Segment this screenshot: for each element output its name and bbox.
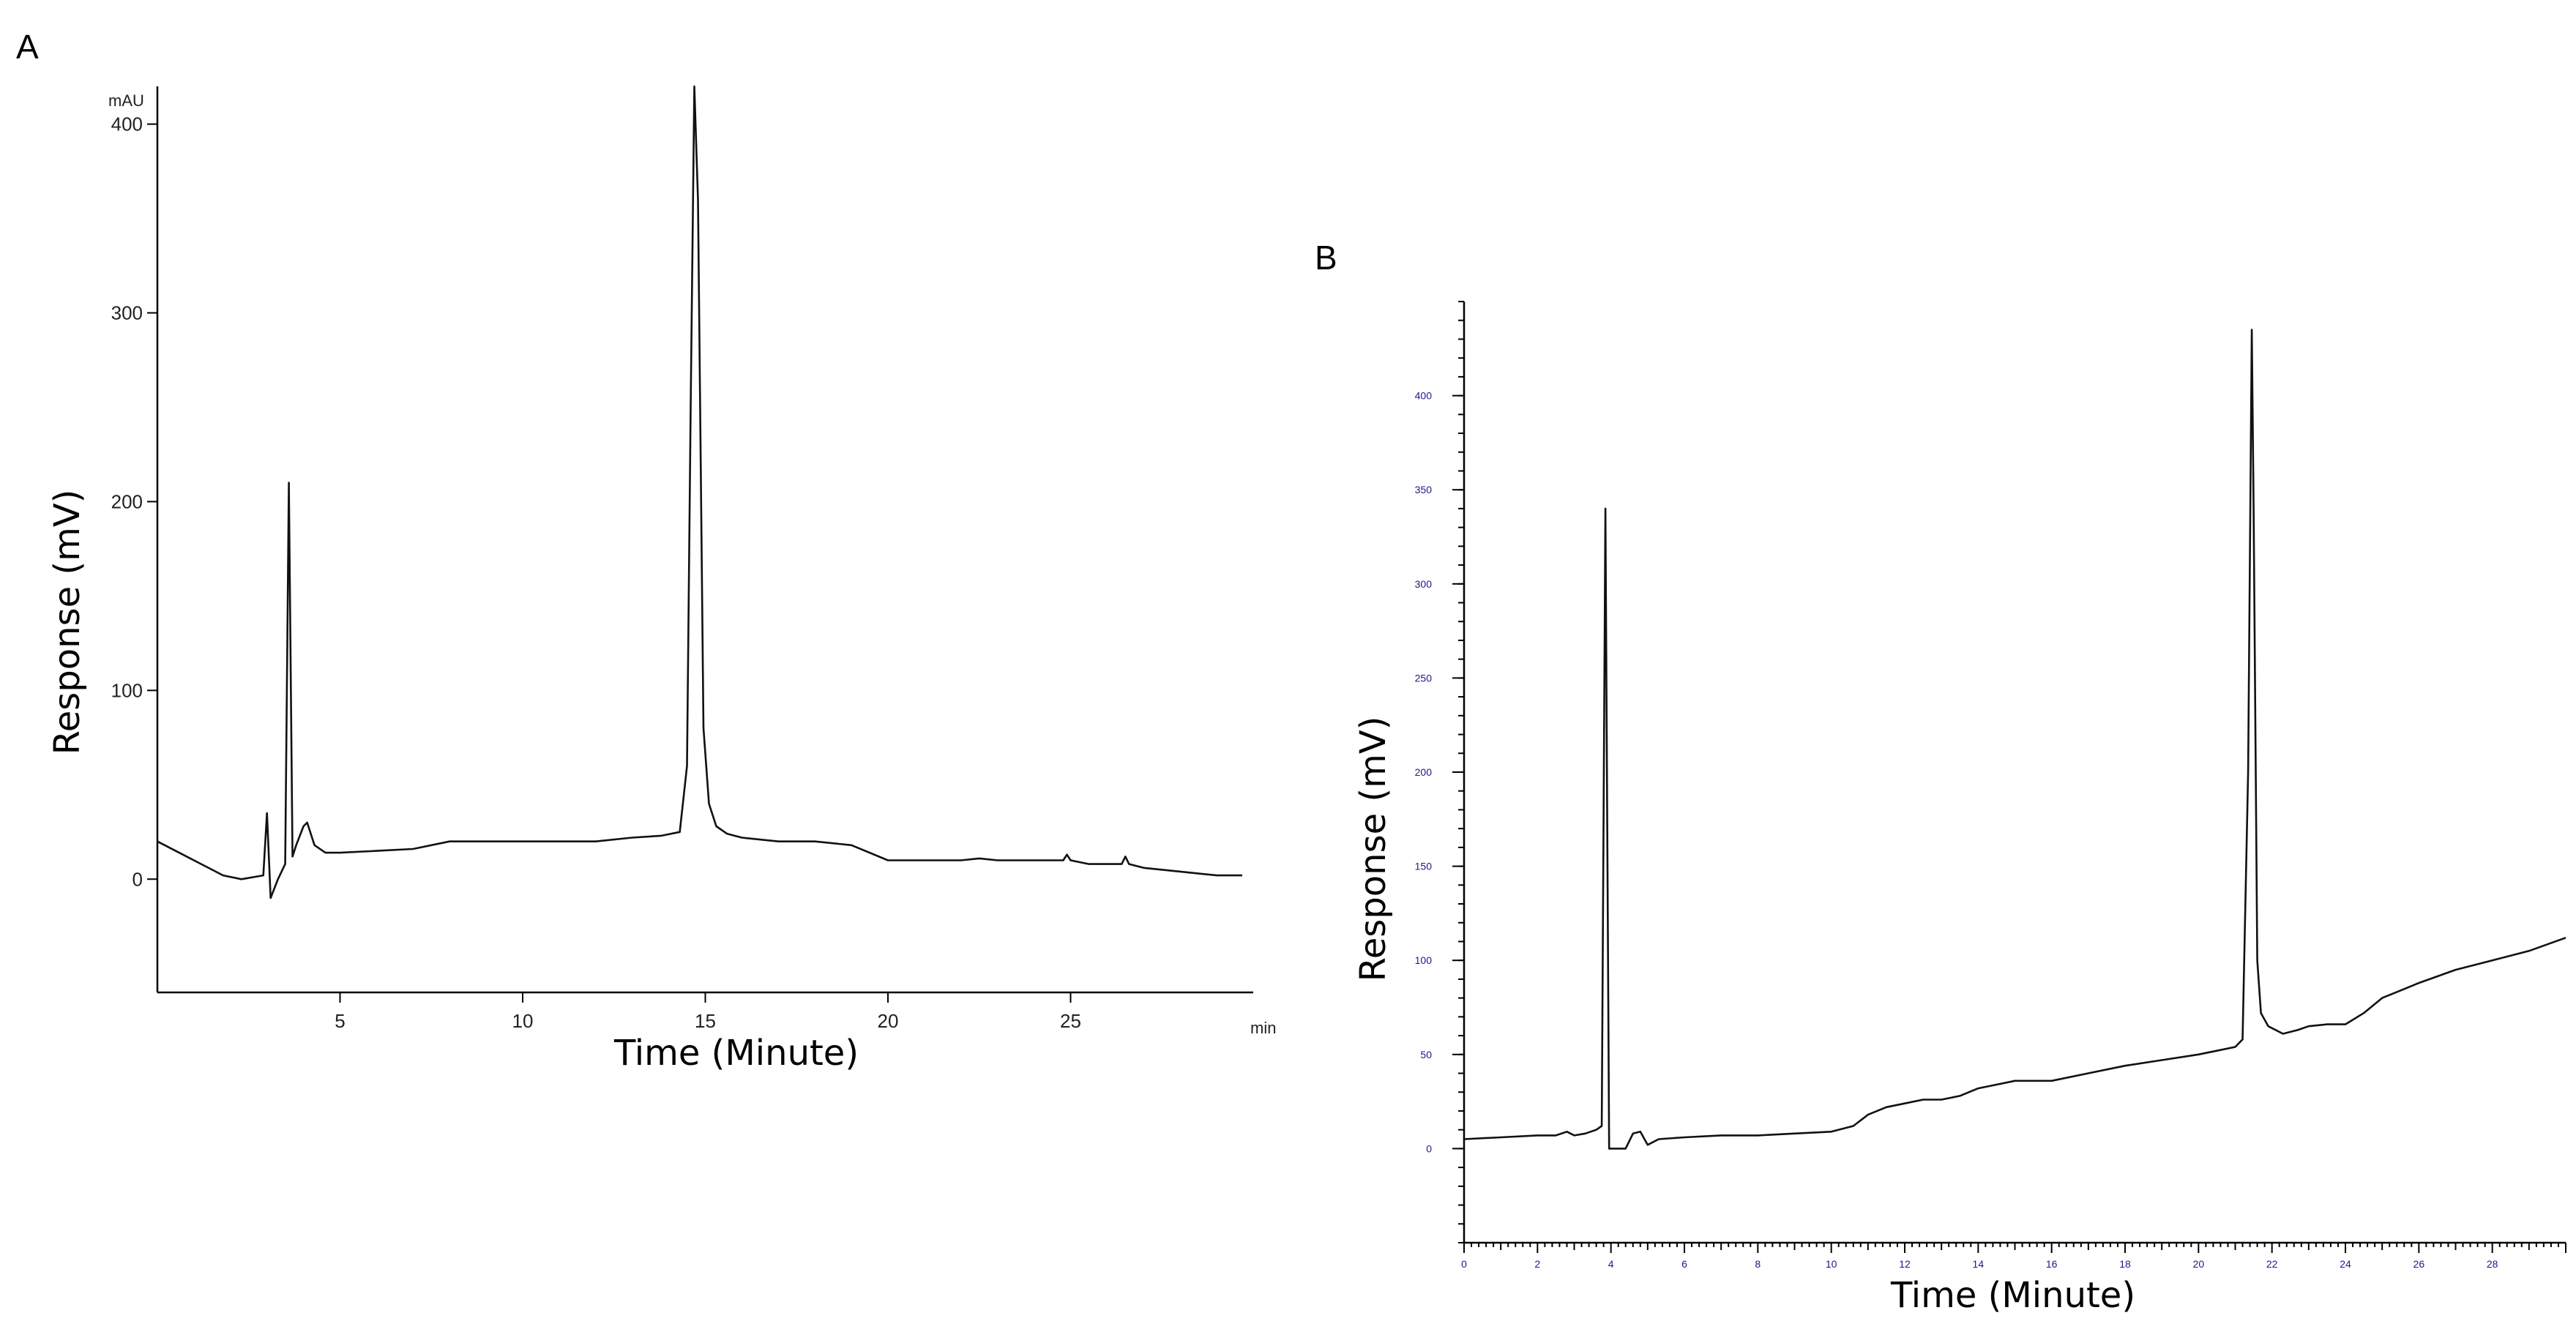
y-tick-label-b-7: 350 bbox=[1415, 484, 1433, 495]
x-tick-label-b-8: 16 bbox=[2046, 1258, 2058, 1270]
y-tick-label-b-5: 250 bbox=[1415, 672, 1433, 684]
y-tick-label-a-3: 300 bbox=[111, 302, 143, 324]
x-axis-title-b: Time (Minute) bbox=[1890, 1275, 2135, 1316]
y-tick-label-a-1: 100 bbox=[111, 679, 143, 701]
x-tick-label-b-7: 14 bbox=[1973, 1258, 1985, 1270]
x-tick-label-b-5: 10 bbox=[1826, 1258, 1837, 1270]
ticks-a: 0 100 200 300 400 5 10 15 20 25 bbox=[111, 113, 1081, 1032]
y-tick-label-b-8: 400 bbox=[1415, 390, 1433, 402]
y-unit-label-a: mAU bbox=[108, 91, 144, 110]
y-axis-title-b: Response (mV) bbox=[1353, 716, 1394, 982]
x-tick-label-b-14: 28 bbox=[2487, 1258, 2498, 1270]
x-tick-label-b-4: 8 bbox=[1755, 1258, 1761, 1270]
x-tick-label-b-2: 4 bbox=[1608, 1258, 1614, 1270]
panel-letter-a: A bbox=[16, 28, 39, 66]
y-tick-label-b-4: 200 bbox=[1415, 766, 1433, 778]
x-axis-title-a: Time (Minute) bbox=[613, 1033, 859, 1074]
x-tick-label-a-2: 15 bbox=[695, 1010, 716, 1032]
y-tick-label-b-2: 100 bbox=[1415, 954, 1433, 966]
x-tick-label-a-3: 20 bbox=[878, 1010, 899, 1032]
y-tick-label-a-4: 400 bbox=[111, 113, 143, 135]
x-tick-label-a-0: 5 bbox=[335, 1010, 345, 1032]
series-line-a bbox=[157, 85, 1242, 899]
x-tick-label-b-3: 6 bbox=[1681, 1258, 1687, 1270]
x-tick-label-b-0: 0 bbox=[1461, 1258, 1467, 1270]
x-tick-label-b-13: 26 bbox=[2413, 1258, 2425, 1270]
chart-panel-a: A mAU min 0 100 200 300 400 5 10 15 20 25 Time (M… bbox=[16, 28, 1276, 1074]
x-tick-label-b-1: 2 bbox=[1534, 1258, 1540, 1270]
y-tick-label-b-6: 300 bbox=[1415, 578, 1433, 590]
x-tick-label-b-12: 24 bbox=[2340, 1258, 2351, 1270]
x-tick-label-b-9: 18 bbox=[2119, 1258, 2131, 1270]
y-tick-label-a-0: 0 bbox=[132, 868, 143, 890]
x-tick-label-a-4: 25 bbox=[1060, 1010, 1081, 1032]
x-tick-label-b-11: 22 bbox=[2266, 1258, 2278, 1270]
panel-letter-b: B bbox=[1315, 239, 1337, 277]
x-tick-label-b-6: 12 bbox=[1899, 1258, 1911, 1270]
series-line-b bbox=[1463, 329, 2566, 1150]
y-tick-label-a-2: 200 bbox=[111, 490, 143, 512]
x-tick-label-a-1: 10 bbox=[512, 1010, 534, 1032]
y-tick-label-b-3: 150 bbox=[1415, 861, 1433, 872]
x-tick-label-b-10: 20 bbox=[2193, 1258, 2205, 1270]
x-unit-label-a: min bbox=[1250, 1019, 1276, 1037]
y-tick-label-b-1: 50 bbox=[1420, 1049, 1432, 1060]
y-axis-title-a: Response (mV) bbox=[47, 490, 88, 755]
y-tick-label-b-0: 0 bbox=[1426, 1142, 1432, 1154]
